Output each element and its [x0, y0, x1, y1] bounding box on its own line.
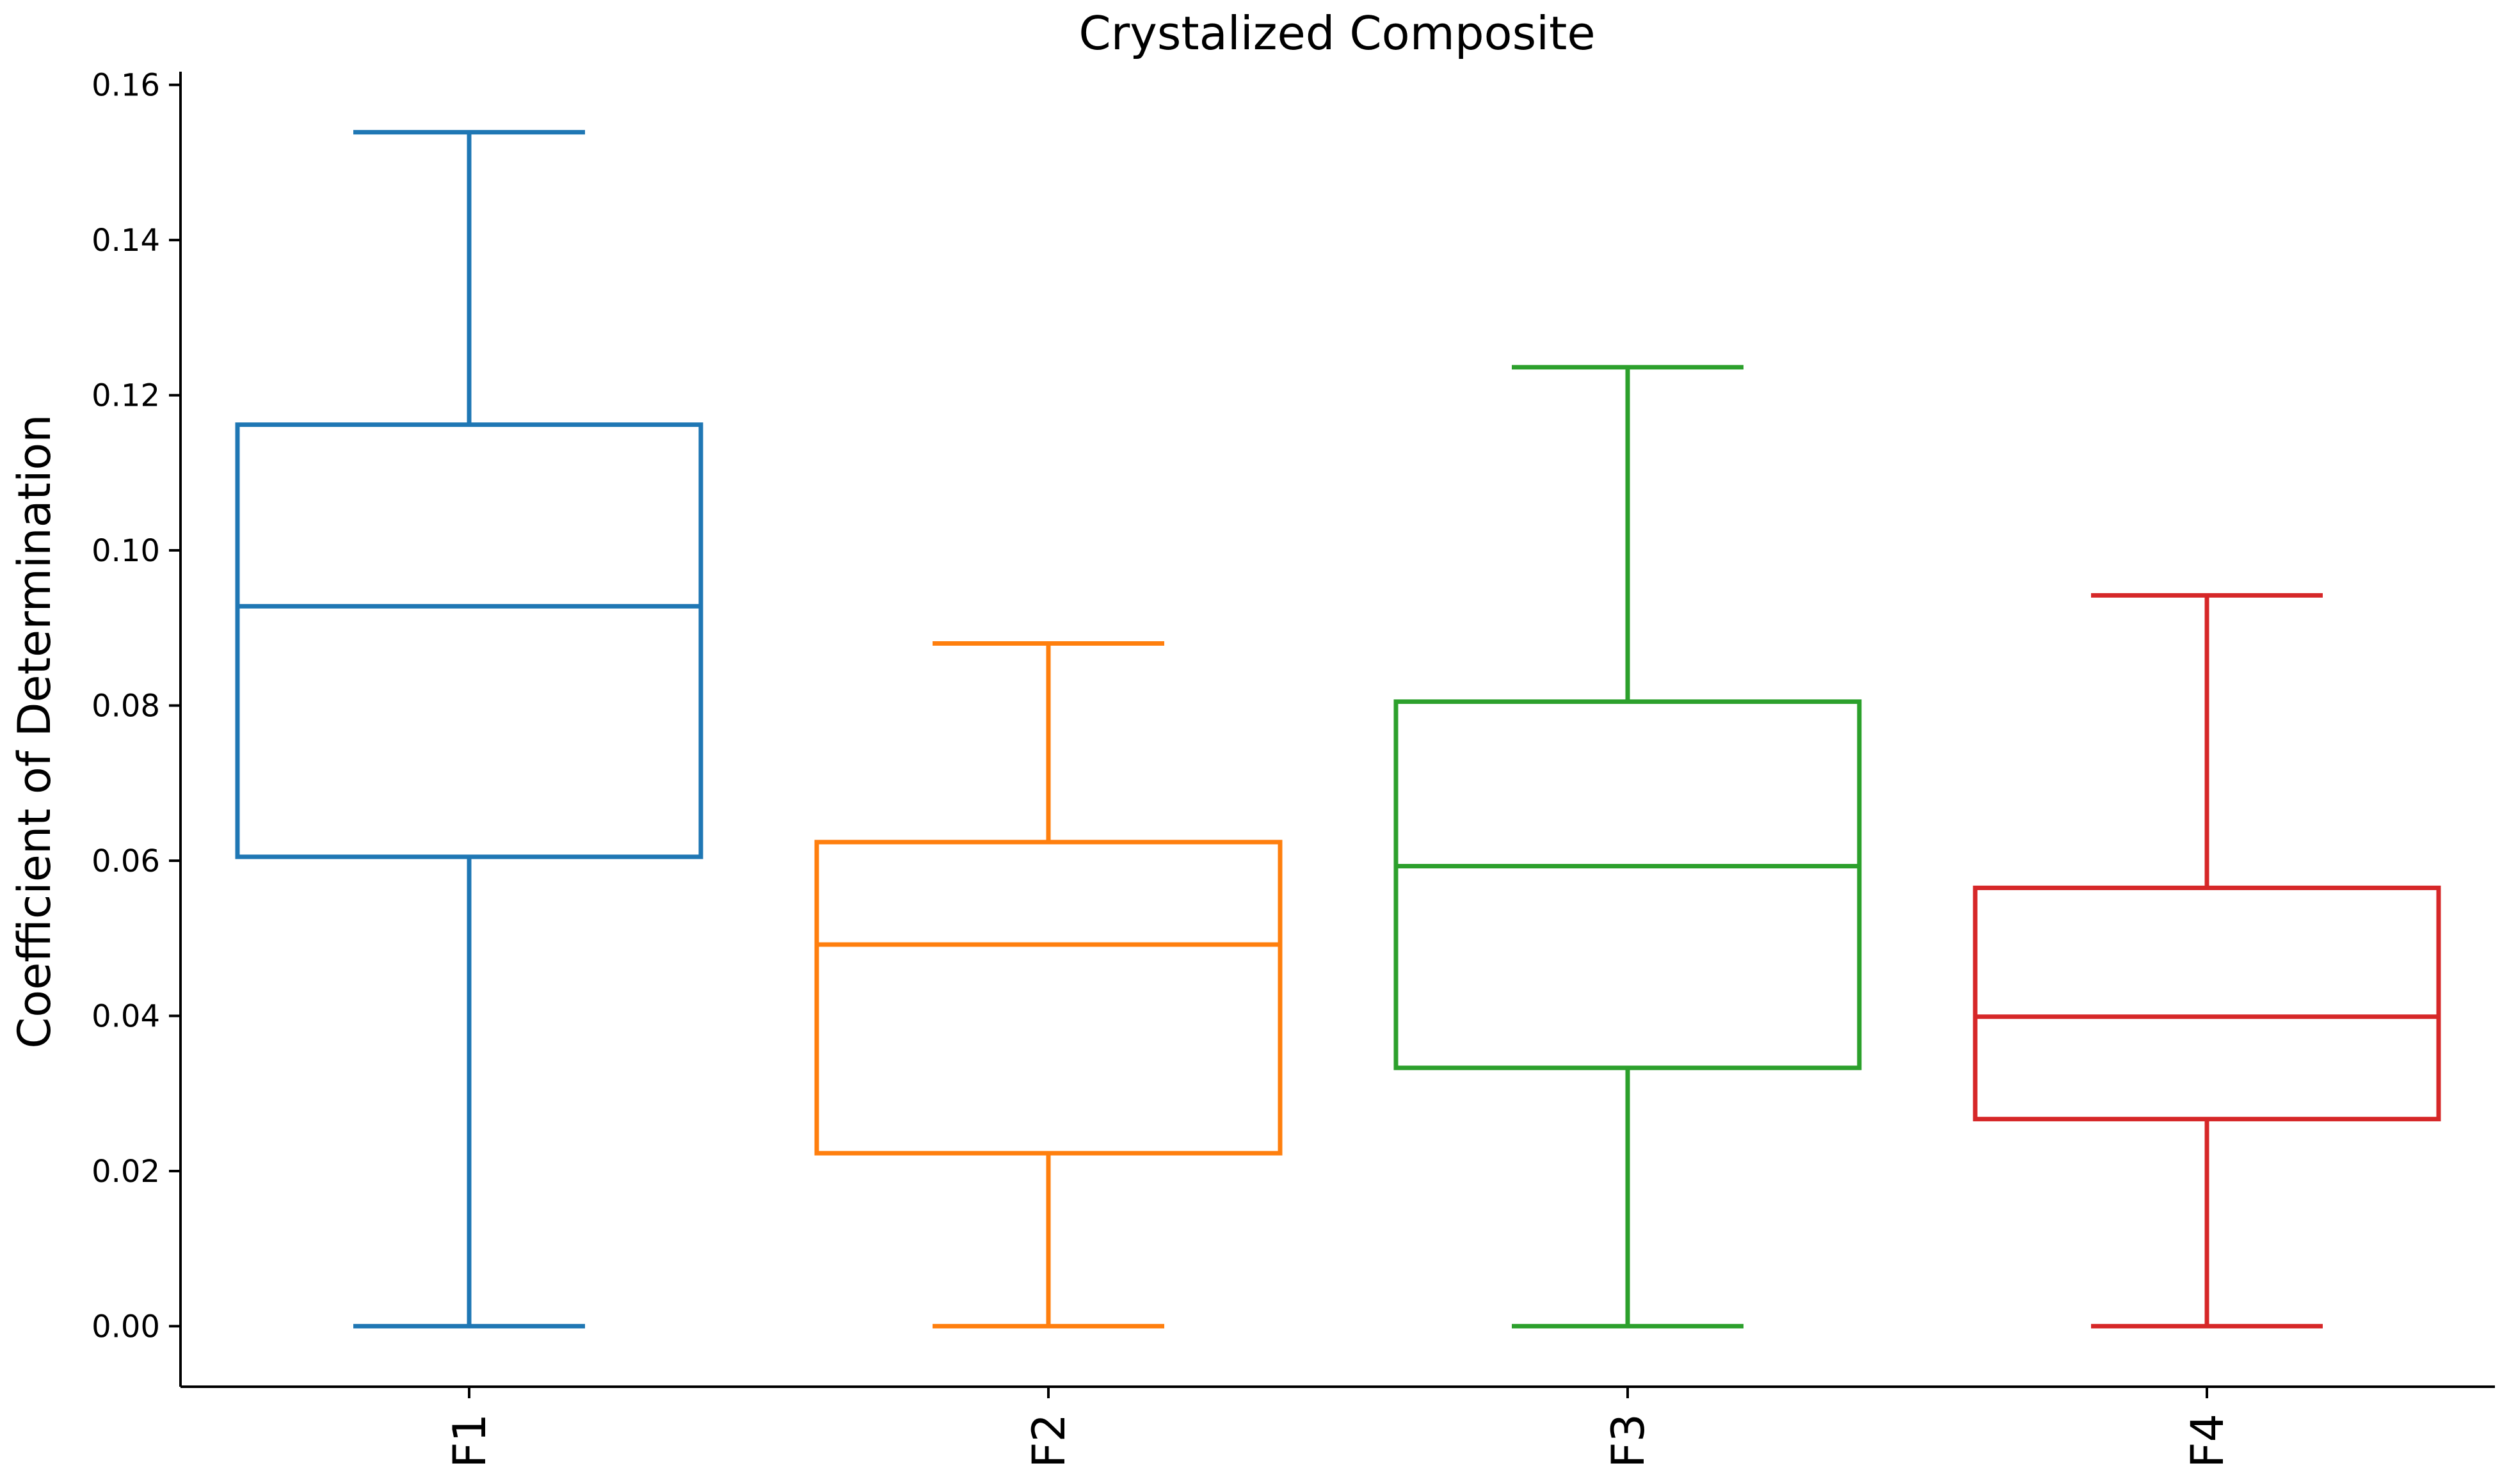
y-axis-title: Coefficient of Determination [8, 414, 61, 1048]
box-series [235, 130, 2441, 1328]
iqr-box [814, 840, 1283, 1156]
y-tick-label: 0.14 [92, 223, 160, 259]
x-tick-label: F3 [1602, 1414, 1655, 1468]
x-axis-ticks: F1 F2 F3 F4 [444, 1387, 2234, 1468]
box-f2 [814, 641, 1283, 1328]
y-tick-label: 0.04 [92, 998, 160, 1034]
y-tick-label: 0.16 [92, 68, 160, 104]
y-axis-ticks: 0.00 0.02 0.04 0.06 0.08 0.10 0.12 0.14 0.16 [92, 68, 180, 1344]
x-tick-label: F2 [1023, 1414, 1075, 1468]
y-tick-label: 0.06 [92, 843, 160, 879]
x-tick-label: F1 [444, 1414, 496, 1468]
chart-title: Crystalized Composite [1078, 6, 1595, 60]
axes [179, 72, 2495, 1388]
y-tick-label: 0.10 [92, 533, 160, 569]
y-tick-label: 0.00 [92, 1309, 160, 1344]
x-tick-label: F4 [2181, 1414, 2234, 1468]
box-f3 [1393, 365, 1862, 1328]
iqr-box [1393, 699, 1862, 1071]
iqr-box [235, 422, 703, 859]
box-f1 [235, 130, 703, 1328]
y-tick-label: 0.08 [92, 689, 160, 724]
y-tick-label: 0.02 [92, 1154, 160, 1190]
box-f4 [1973, 593, 2441, 1328]
iqr-box [1973, 885, 2441, 1122]
y-tick-label: 0.12 [92, 378, 160, 414]
